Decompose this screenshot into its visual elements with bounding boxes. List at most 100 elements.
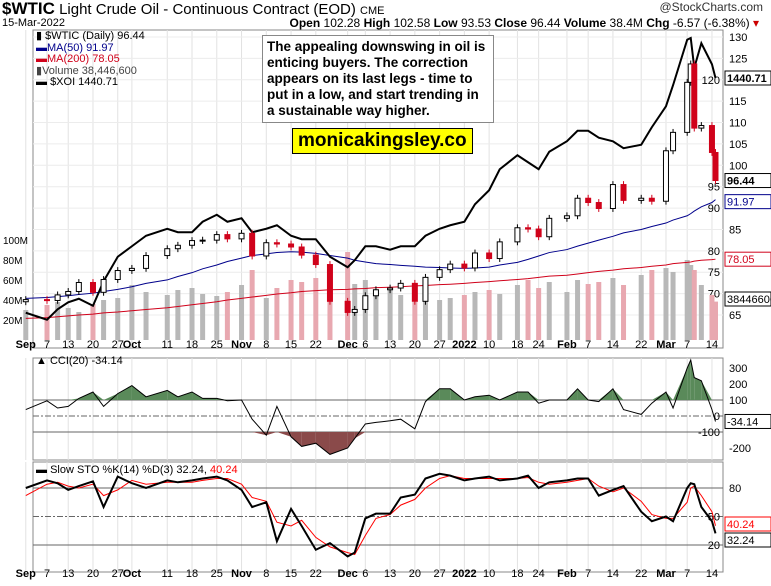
x-tick-label: 2022 bbox=[452, 339, 476, 351]
x-tick-label: Oct bbox=[123, 339, 142, 351]
stockcharts-watermark[interactable]: @StockCharts.com bbox=[659, 0, 763, 14]
x-tick-label: 14 bbox=[706, 339, 718, 351]
sto-d-value: 40.24 bbox=[727, 519, 755, 531]
cci-fill-pos bbox=[167, 390, 178, 400]
volume-bar bbox=[164, 295, 170, 340]
x-tick-label: 22 bbox=[635, 339, 647, 351]
volume-bar bbox=[23, 310, 29, 340]
candle-body bbox=[574, 197, 581, 217]
candle-body bbox=[514, 227, 521, 243]
volume-bar bbox=[610, 278, 616, 340]
volume-bar bbox=[175, 290, 181, 340]
sto-k-value: 32.24 bbox=[727, 535, 755, 547]
volume-bar bbox=[546, 282, 552, 340]
volume-bar bbox=[373, 292, 379, 340]
volume-bar bbox=[101, 300, 107, 340]
candle-body bbox=[100, 279, 107, 293]
x-tick-label: 18 bbox=[511, 568, 523, 580]
candle-body bbox=[372, 289, 379, 297]
legend-xoi: ▬ $XOI 1440.71 bbox=[36, 76, 118, 88]
legend-price: ▮ $WTIC (Daily) 96.44 bbox=[36, 30, 145, 42]
x-tick-label: Dec bbox=[338, 339, 358, 351]
price-tick: 115 bbox=[729, 96, 747, 108]
sto-k-value-box bbox=[724, 532, 771, 548]
x-tick-label: 20 bbox=[409, 339, 421, 351]
volume-bar bbox=[398, 295, 404, 340]
chart-date: 15-Mar-2022 bbox=[2, 17, 65, 29]
candle-body bbox=[397, 282, 404, 289]
cci-fill-neg bbox=[301, 432, 316, 447]
volume-bar bbox=[224, 292, 230, 340]
cci-fill-pos bbox=[612, 388, 624, 400]
x-tick-label: Sep bbox=[16, 339, 36, 351]
candle-body bbox=[238, 232, 245, 240]
candle-body bbox=[273, 242, 280, 245]
xoi-line bbox=[25, 36, 717, 321]
price-tick: 100 bbox=[729, 160, 747, 172]
volume-bar bbox=[115, 298, 121, 340]
candle-body bbox=[436, 269, 443, 278]
candle-body bbox=[546, 217, 553, 238]
x-tick-label: 27 bbox=[112, 339, 124, 351]
price-value-box bbox=[724, 173, 771, 189]
candle-body bbox=[263, 242, 270, 257]
cci-fill-pos bbox=[673, 368, 688, 400]
candle-body bbox=[89, 281, 96, 293]
candle-body bbox=[525, 227, 532, 230]
volume-bar bbox=[691, 270, 697, 340]
cci-fill-neg bbox=[354, 432, 366, 439]
candle-body bbox=[164, 248, 171, 257]
volume-bar bbox=[263, 298, 269, 340]
x-tick-label: 27 bbox=[112, 568, 124, 580]
x-tick-label: 25 bbox=[211, 339, 223, 351]
volume-tick: 100M bbox=[3, 236, 28, 247]
candle-body bbox=[461, 263, 468, 269]
candle-body bbox=[344, 300, 351, 313]
volume-bar bbox=[621, 285, 627, 340]
price-tick: 80 bbox=[708, 246, 720, 258]
cci-fill-pos bbox=[517, 392, 529, 400]
candle-body bbox=[496, 241, 503, 260]
candle-body bbox=[595, 202, 602, 210]
volume-bar bbox=[437, 300, 443, 340]
price-tick: 120 bbox=[702, 75, 720, 87]
volume-bar bbox=[663, 268, 669, 340]
x-tick-label: 13 bbox=[384, 568, 396, 580]
x-tick-label: 2022 bbox=[452, 568, 476, 580]
volume-bar bbox=[90, 304, 96, 340]
ohlc-summary: Open 102.28 High 102.58 Low 93.53 Close … bbox=[289, 16, 760, 30]
cci-tick: 0 bbox=[714, 411, 720, 423]
x-tick-label: Nov bbox=[231, 339, 253, 351]
chart-title: $WTIC Light Crude Oil - Continuous Contr… bbox=[2, 0, 385, 18]
sto-d-value-box bbox=[724, 516, 771, 532]
volume-bar bbox=[514, 285, 520, 340]
volume-bar bbox=[412, 302, 418, 340]
x-tick-label: 10 bbox=[483, 568, 495, 580]
volume-bar bbox=[249, 270, 255, 340]
x-tick-label: 7 bbox=[44, 568, 50, 580]
volume-bar bbox=[65, 308, 71, 340]
cci-value-box bbox=[724, 413, 771, 429]
price-tick: 90 bbox=[708, 203, 720, 215]
ma200-value: 78.05 bbox=[727, 254, 755, 266]
x-tick-label: 8 bbox=[263, 568, 269, 580]
candle-body bbox=[662, 150, 669, 202]
candle-body bbox=[648, 197, 655, 202]
volume-bar bbox=[709, 295, 715, 340]
volume-tick: 80M bbox=[3, 256, 22, 267]
cci-fill-pos bbox=[439, 388, 451, 400]
ma200-line bbox=[25, 258, 716, 319]
x-tick-label: 18 bbox=[186, 568, 198, 580]
volume-bar bbox=[461, 295, 467, 340]
panel-1 bbox=[32, 357, 724, 461]
x-tick-label: 11 bbox=[162, 568, 173, 580]
volume-bar bbox=[129, 285, 135, 340]
x-tick-label: Oct bbox=[123, 568, 142, 580]
volume-bar bbox=[525, 280, 531, 340]
price-tick: 130 bbox=[729, 32, 747, 44]
volume-bar bbox=[313, 278, 319, 340]
candle-body bbox=[609, 184, 616, 210]
cci-fill-neg bbox=[291, 432, 302, 447]
